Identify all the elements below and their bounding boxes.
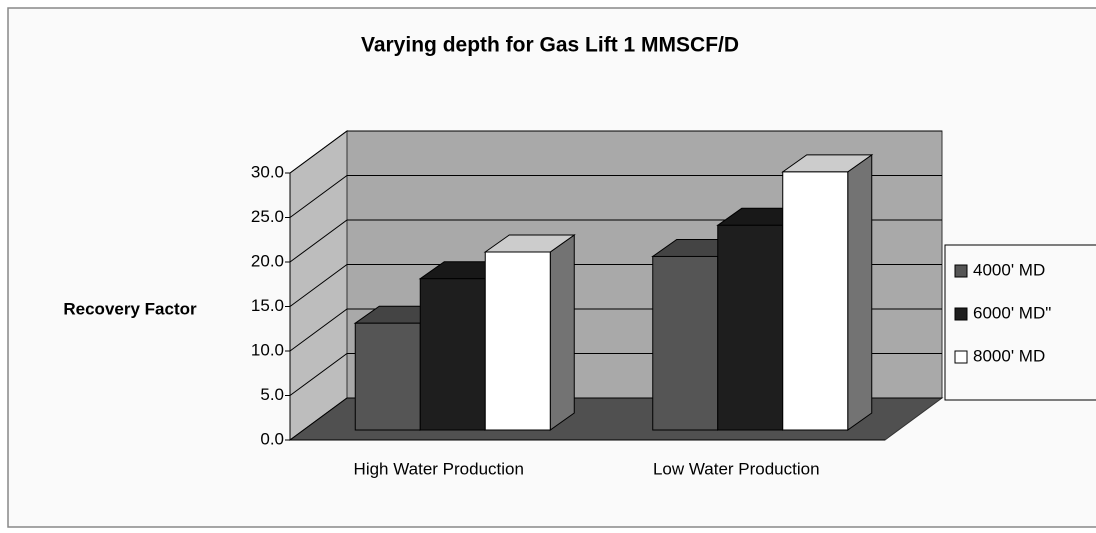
bar-side <box>549 234 575 431</box>
bar-side <box>847 153 873 431</box>
y-tick-label: 0.0 <box>260 429 284 448</box>
y-tick-label: 25.0 <box>251 207 284 226</box>
y-tick-label: 5.0 <box>260 385 284 404</box>
legend-swatch <box>954 307 968 321</box>
legend-label: 8000' MD <box>973 346 1045 365</box>
bar-front <box>782 171 849 431</box>
bar-front <box>717 224 784 431</box>
y-tick-label: 15.0 <box>251 296 284 315</box>
legend-box <box>944 244 1096 401</box>
y-tick-label: 10.0 <box>251 340 284 359</box>
bar-front <box>652 255 719 431</box>
chart-title: Varying depth for Gas Lift 1 MMSCF/D <box>361 34 739 57</box>
grid-line <box>289 130 942 174</box>
y-tick-label: 20.0 <box>251 251 284 270</box>
bar-front <box>484 251 551 431</box>
legend-label: 4000' MD <box>973 260 1045 279</box>
grid-line <box>289 175 942 218</box>
legend-swatch <box>954 264 968 278</box>
legend-label: 6000' MD" <box>973 303 1051 322</box>
y-tick-label: 30.0 <box>251 162 284 181</box>
bar-front <box>419 278 486 431</box>
bar-front <box>354 322 421 431</box>
y-axis-label: Recovery Factor <box>63 299 197 318</box>
x-tick-label: Low Water Production <box>653 459 820 478</box>
bar <box>781 153 874 431</box>
legend-swatch <box>954 350 968 364</box>
x-tick-label: High Water Production <box>354 459 524 478</box>
bar <box>483 234 576 431</box>
